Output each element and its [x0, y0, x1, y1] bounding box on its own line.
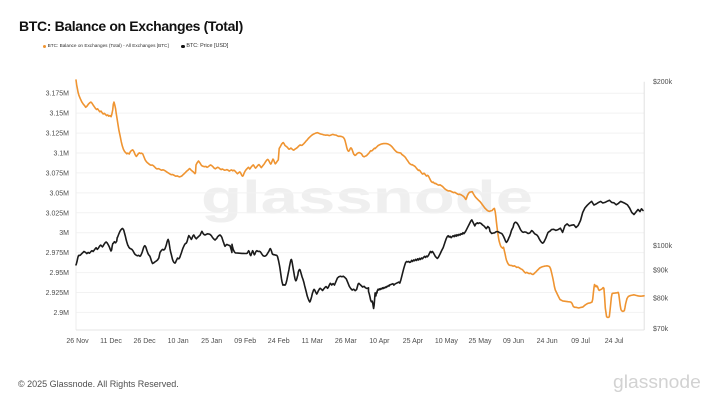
svg-text:3.05M: 3.05M [50, 190, 70, 197]
svg-text:09 Jul: 09 Jul [571, 338, 590, 345]
svg-text:$80k: $80k [653, 295, 669, 302]
svg-text:$70k: $70k [653, 326, 669, 333]
svg-text:11 Dec: 11 Dec [100, 338, 122, 345]
svg-text:2.9M: 2.9M [53, 310, 69, 317]
svg-text:10 Jan: 10 Jan [168, 338, 189, 345]
svg-text:25 Jan: 25 Jan [201, 338, 222, 345]
svg-text:$100k: $100k [653, 243, 673, 250]
svg-text:26 Mar: 26 Mar [335, 338, 357, 345]
svg-text:3.025M: 3.025M [46, 210, 70, 217]
svg-text:24 Jun: 24 Jun [537, 338, 558, 345]
svg-text:$200k: $200k [653, 79, 673, 86]
svg-text:24 Jul: 24 Jul [605, 338, 624, 345]
svg-text:3M: 3M [59, 230, 69, 237]
svg-text:09 Jun: 09 Jun [503, 338, 524, 345]
svg-text:2.975M: 2.975M [46, 250, 70, 257]
svg-text:2.95M: 2.95M [50, 270, 70, 277]
svg-text:25 May: 25 May [469, 338, 492, 345]
svg-text:3.1M: 3.1M [53, 151, 69, 158]
svg-text:2.925M: 2.925M [46, 290, 70, 297]
svg-text:10 Apr: 10 Apr [369, 338, 390, 345]
svg-text:3.075M: 3.075M [46, 170, 70, 177]
svg-text:09 Feb: 09 Feb [234, 338, 256, 345]
svg-text:26 Dec: 26 Dec [134, 338, 157, 345]
svg-text:11 Mar: 11 Mar [302, 338, 324, 345]
svg-text:10 May: 10 May [435, 338, 458, 345]
svg-text:3.175M: 3.175M [46, 91, 70, 98]
svg-text:24 Feb: 24 Feb [268, 338, 290, 345]
svg-text:26 Nov: 26 Nov [66, 338, 89, 345]
svg-text:3.15M: 3.15M [50, 111, 70, 118]
svg-text:$90k: $90k [653, 268, 669, 275]
svg-text:3.125M: 3.125M [46, 131, 70, 138]
svg-text:25 Apr: 25 Apr [403, 338, 424, 345]
